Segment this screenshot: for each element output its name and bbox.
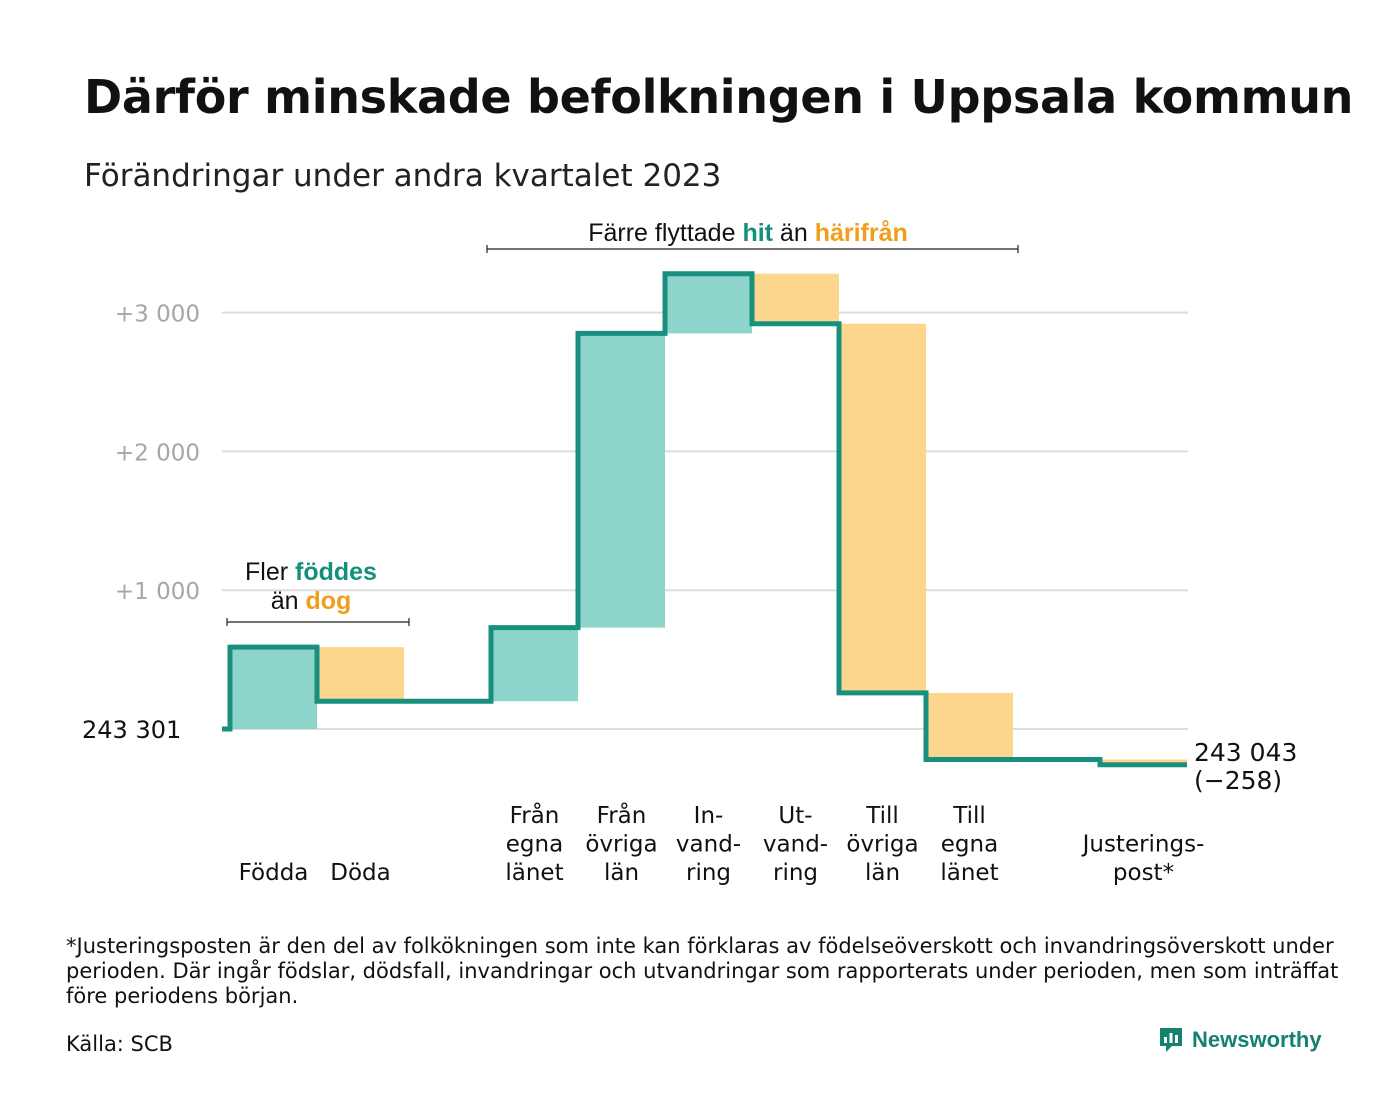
category-label: Från egna länet	[505, 801, 563, 886]
waterfall-bar	[926, 692, 1013, 760]
category-label-line: Födda	[239, 860, 309, 886]
newsworthy-logo-icon	[1160, 1028, 1182, 1052]
category-label-line: län	[604, 860, 639, 886]
end-value-label: 243 043	[1194, 738, 1297, 767]
category-label-line: ring	[773, 860, 818, 886]
source-label: Källa: SCB	[66, 1032, 173, 1056]
value-labels: 243 301 243 043(−258)	[82, 716, 1297, 795]
waterfall-bars	[230, 273, 1187, 765]
waterfall-bar	[578, 333, 665, 628]
category-label-line: vand-	[763, 832, 828, 858]
category-label-line: län	[865, 860, 900, 886]
category-label-line: vand-	[676, 832, 741, 858]
category-label: Döda	[330, 860, 390, 886]
annotation-migration: Färre flyttade hit än härifrån	[588, 219, 908, 247]
annotation-part: Färre flyttade	[588, 219, 742, 247]
y-tick-label: +3 000	[115, 302, 200, 328]
category-label-line: länet	[940, 860, 998, 886]
brand-logo: Newsworthy	[1158, 1026, 1322, 1054]
category-label-line: Från	[510, 801, 560, 829]
category-label-line: Från	[597, 801, 647, 829]
waterfall-bar	[230, 647, 317, 729]
annotation-part: än	[773, 219, 815, 247]
brand-name: Newsworthy	[1192, 1027, 1322, 1052]
waterfall-bar	[752, 273, 839, 324]
annotation-part: härifrån	[815, 219, 908, 247]
waterfall-bar	[665, 273, 752, 334]
category-label-line: Döda	[330, 860, 390, 886]
annotation-part: än	[271, 587, 306, 615]
y-tick-label: +2 000	[115, 440, 200, 466]
y-tick-labels: +1 000 +2 000 +3 000	[115, 302, 200, 606]
waterfall-bar	[1100, 759, 1187, 765]
annotation-part: hit	[742, 219, 773, 247]
chart-title: Därför minskade befolkningen i Uppsala k…	[84, 70, 1354, 124]
annotation-births: Fler föddes	[245, 558, 377, 586]
start-value-label: 243 301	[82, 716, 181, 744]
waterfall-line-path	[222, 271, 1187, 768]
category-label-line: egna	[941, 832, 998, 858]
annotation-part: Fler	[245, 558, 295, 586]
category-label: Till övriga län	[846, 803, 918, 886]
category-label: Till egna länet	[940, 803, 998, 886]
category-label: Ut-vand-ring	[763, 803, 828, 886]
annotation-part: dog	[305, 587, 351, 615]
category-label: Från övriga län	[585, 801, 657, 886]
chart-subtitle: Förändringar under andra kvartalet 2023	[84, 158, 722, 194]
category-label-line: Ut-	[778, 803, 812, 829]
waterfall-line	[222, 271, 1187, 768]
annotation-part: föddes	[295, 558, 377, 586]
footnote: *Justeringsposten är den del av folkökni…	[66, 934, 1339, 1008]
category-label-line: länet	[505, 860, 563, 886]
category-label: Födda	[239, 860, 309, 886]
waterfall-bar	[317, 647, 404, 702]
category-label-line: ring	[686, 860, 731, 886]
category-label-line: övriga	[585, 832, 657, 858]
category-label-line: Till	[952, 803, 986, 829]
category-label: In-vand-ring	[676, 803, 741, 886]
category-label-line: Till	[865, 803, 899, 829]
category-label: Justerings-post*	[1081, 832, 1205, 887]
category-label-line: Justerings-	[1081, 832, 1205, 858]
waterfall-bar	[839, 323, 926, 693]
category-label-line: övriga	[846, 832, 918, 858]
waterfall-bar	[491, 627, 578, 702]
category-label-line: egna	[506, 832, 563, 858]
annotation-deaths: än dog	[271, 587, 352, 615]
y-tick-label: +1 000	[115, 579, 200, 605]
category-label-line: post*	[1113, 860, 1174, 886]
category-label-line: In-	[694, 803, 724, 829]
end-change-label: (−258)	[1194, 766, 1282, 795]
